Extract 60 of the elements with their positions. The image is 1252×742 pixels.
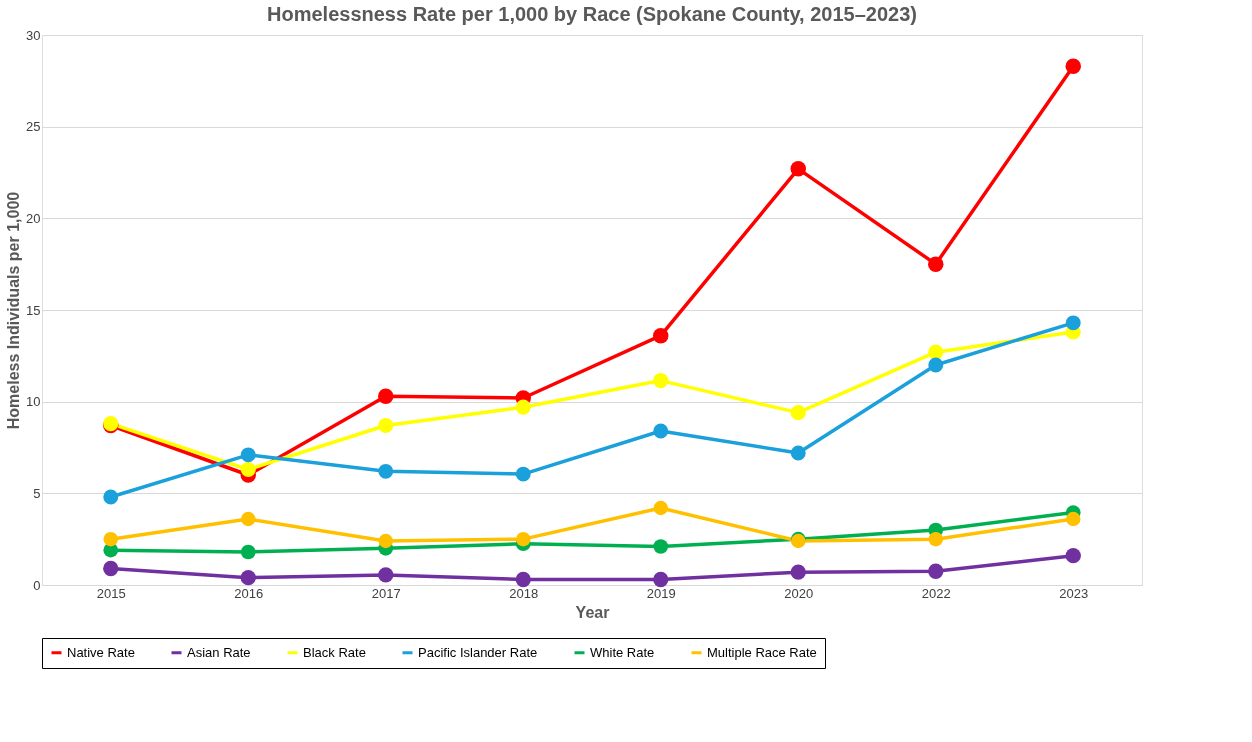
point	[928, 531, 943, 547]
y-axis-title: Homeless Individuals per 1,000	[5, 191, 23, 430]
point	[1066, 511, 1081, 527]
point	[653, 327, 669, 344]
point	[241, 511, 256, 527]
point	[240, 544, 256, 560]
point	[378, 567, 394, 583]
y-tick-label: 30	[26, 27, 41, 43]
legend-label: White Rate	[590, 644, 655, 660]
legend-label: Asian Rate	[187, 644, 251, 660]
legend-label: Multiple Race Rate	[707, 644, 817, 660]
x-tick-label: 2020	[784, 585, 814, 601]
point	[378, 533, 393, 549]
point	[240, 461, 256, 478]
point	[1065, 315, 1081, 331]
y-tick-label: 15	[26, 302, 41, 318]
point	[103, 531, 118, 547]
point	[515, 399, 531, 415]
x-tick-label: 2017	[371, 585, 401, 601]
point	[653, 571, 669, 588]
point	[1065, 58, 1081, 74]
point	[928, 344, 944, 360]
point	[790, 564, 806, 580]
point	[928, 357, 944, 373]
point	[928, 563, 944, 579]
point	[790, 445, 806, 461]
point	[240, 447, 256, 463]
y-tick-label: 25	[26, 119, 41, 135]
x-tick-label: 2018	[509, 585, 539, 601]
x-tick-label: 2015	[96, 585, 126, 601]
point	[1065, 548, 1081, 564]
x-tick-label: 2019	[646, 585, 676, 601]
x-tick-label: 2022	[921, 585, 951, 601]
point	[790, 161, 806, 177]
y-tick-label: 20	[26, 210, 41, 226]
point	[378, 463, 394, 479]
point	[240, 570, 256, 586]
point	[790, 405, 806, 421]
point	[928, 256, 944, 272]
chart-title: Homelessness Rate per 1,000 by Race (Spokane County, 2015–2023)	[267, 3, 917, 25]
legend-label: Native Rate	[67, 644, 135, 660]
point	[516, 531, 531, 547]
legend-label: Black Rate	[303, 644, 366, 660]
point	[378, 388, 394, 404]
point	[515, 571, 531, 588]
point	[653, 423, 669, 439]
x-tick-label: 2016	[234, 585, 264, 601]
point	[103, 489, 119, 505]
x-axis-title: Year	[575, 603, 610, 621]
legend-label: Pacific Islander Rate	[418, 644, 538, 660]
point	[653, 539, 669, 554]
point	[653, 373, 669, 389]
point	[515, 466, 531, 482]
y-tick-label: 0	[33, 577, 41, 593]
point	[378, 417, 394, 434]
point	[653, 500, 668, 516]
y-tick-label: 5	[33, 485, 41, 501]
x-tick-label: 2023	[1059, 585, 1089, 601]
y-tick-label: 10	[26, 394, 41, 410]
point	[103, 560, 119, 577]
